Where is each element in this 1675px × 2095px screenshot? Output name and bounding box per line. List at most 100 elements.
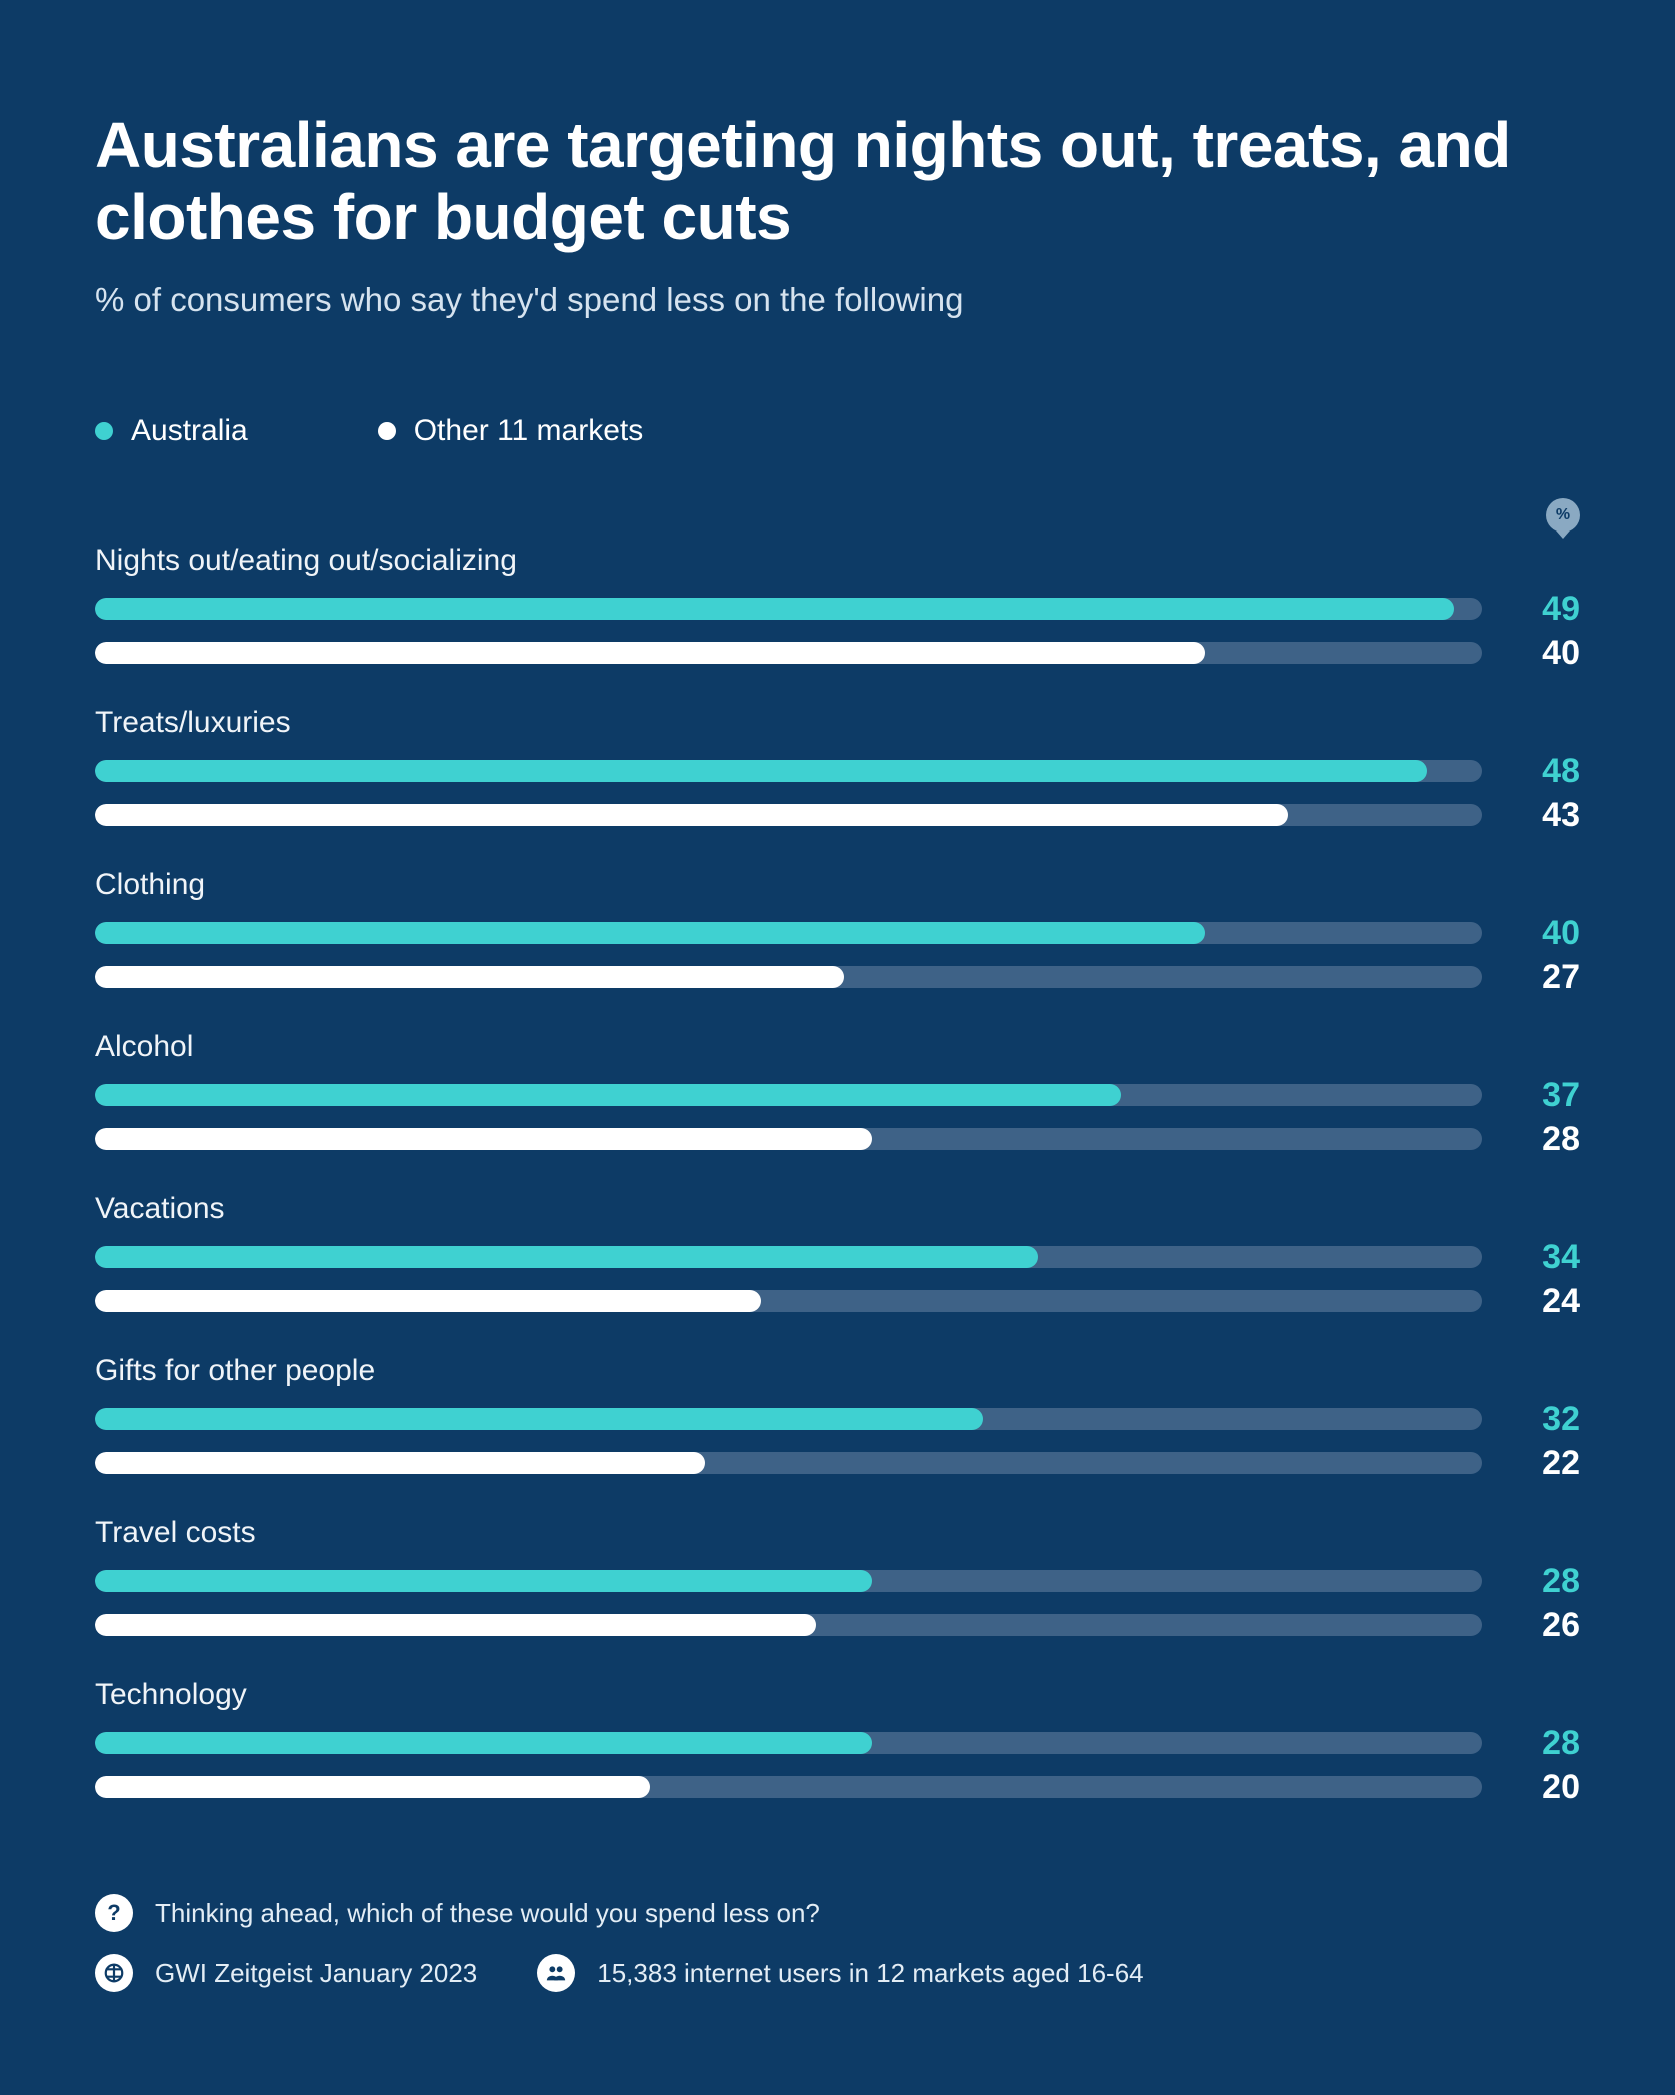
bar-track [95,642,1482,664]
chart-category: Clothing 40 27 [95,868,1580,994]
bar-fill-australia [95,760,1427,782]
legend: Australia Other 11 markets [95,414,1580,448]
bar-row-other-markets: 20 [95,1770,1580,1804]
bar-row-australia: 28 [95,1726,1580,1760]
bar-fill-australia [95,1570,872,1592]
category-label: Gifts for other people [95,1354,1580,1388]
bar-track [95,804,1482,826]
chart-category: Gifts for other people 32 22 [95,1354,1580,1480]
category-label: Alcohol [95,1030,1580,1064]
bar-fill-other-markets [95,1614,816,1636]
bar-fill-other-markets [95,1128,872,1150]
bar-value-other-markets: 22 [1510,1446,1580,1480]
footer: ? Thinking ahead, which of these would y… [95,1894,1580,1992]
percent-marker-row: % [95,498,1580,538]
bar-row-australia: 32 [95,1402,1580,1436]
bar-track [95,1246,1482,1268]
bar-fill-other-markets [95,804,1288,826]
footer-source-text: GWI Zeitgeist January 2023 [155,1958,477,1989]
bar-value-other-markets: 40 [1510,636,1580,670]
category-label: Travel costs [95,1516,1580,1550]
bar-track [95,1776,1482,1798]
bar-row-australia: 28 [95,1564,1580,1598]
bar-track [95,1290,1482,1312]
bar-value-other-markets: 27 [1510,960,1580,994]
bar-value-other-markets: 28 [1510,1122,1580,1156]
category-label: Nights out/eating out/socializing [95,544,1580,578]
bar-value-australia: 40 [1510,916,1580,950]
bar-track [95,966,1482,988]
bar-value-other-markets: 26 [1510,1608,1580,1642]
bar-value-australia: 32 [1510,1402,1580,1436]
bar-row-australia: 49 [95,592,1580,626]
bar-fill-other-markets [95,1290,761,1312]
bar-value-australia: 49 [1510,592,1580,626]
bar-row-other-markets: 26 [95,1608,1580,1642]
legend-dot-australia [95,422,113,440]
category-label: Clothing [95,868,1580,902]
bar-fill-other-markets [95,1776,650,1798]
bar-fill-other-markets [95,642,1205,664]
chart-subtitle: % of consumers who say they'd spend less… [95,281,1580,319]
bar-track [95,1408,1482,1430]
question-icon: ? [95,1894,133,1932]
bar-fill-australia [95,598,1454,620]
bar-fill-australia [95,1732,872,1754]
legend-label-australia: Australia [131,414,248,448]
chart-title: Australians are targeting nights out, tr… [95,110,1580,253]
bar-track [95,1732,1482,1754]
legend-dot-other-markets [378,422,396,440]
bar-row-other-markets: 43 [95,798,1580,832]
bar-track [95,598,1482,620]
footer-source-group: GWI Zeitgeist January 2023 [95,1954,477,1992]
bar-track [95,1084,1482,1106]
bar-row-other-markets: 27 [95,960,1580,994]
bar-track [95,1614,1482,1636]
bar-row-other-markets: 40 [95,636,1580,670]
bar-track [95,760,1482,782]
bar-row-australia: 48 [95,754,1580,788]
bar-row-other-markets: 22 [95,1446,1580,1480]
legend-item-other-markets: Other 11 markets [378,414,644,448]
footer-question-row: ? Thinking ahead, which of these would y… [95,1894,1580,1932]
chart-category: Alcohol 37 28 [95,1030,1580,1156]
bar-value-australia: 28 [1510,1726,1580,1760]
bar-fill-other-markets [95,966,844,988]
footer-sample-text: 15,383 internet users in 12 markets aged… [597,1958,1143,1989]
sample-icon [537,1954,575,1992]
bar-value-australia: 28 [1510,1564,1580,1598]
bar-value-australia: 37 [1510,1078,1580,1112]
chart-category: Treats/luxuries 48 43 [95,706,1580,832]
category-label: Treats/luxuries [95,706,1580,740]
bar-fill-australia [95,1246,1038,1268]
legend-item-australia: Australia [95,414,248,448]
bar-value-other-markets: 20 [1510,1770,1580,1804]
bar-row-other-markets: 24 [95,1284,1580,1318]
bar-value-other-markets: 24 [1510,1284,1580,1318]
chart-category: Vacations3424 [95,1192,1580,1318]
bar-row-australia: 34 [95,1240,1580,1274]
bar-fill-other-markets [95,1452,705,1474]
legend-label-other-markets: Other 11 markets [414,414,644,448]
bar-value-australia: 34 [1510,1240,1580,1274]
percent-icon: % [1546,498,1580,532]
bar-fill-australia [95,922,1205,944]
bar-track [95,1128,1482,1150]
chart-category: Travel costs 28 26 [95,1516,1580,1642]
bar-row-australia: 37 [95,1078,1580,1112]
source-icon [95,1954,133,1992]
bar-row-australia: 40 [95,916,1580,950]
chart-category: Technology 28 20 [95,1678,1580,1804]
bar-value-other-markets: 43 [1510,798,1580,832]
bar-track [95,1570,1482,1592]
bar-track [95,1452,1482,1474]
bar-track [95,922,1482,944]
footer-sample-group: 15,383 internet users in 12 markets aged… [537,1954,1143,1992]
footer-source-row: GWI Zeitgeist January 2023 15,383 intern… [95,1954,1580,1992]
bar-value-australia: 48 [1510,754,1580,788]
footer-question-text: Thinking ahead, which of these would you… [155,1898,820,1929]
category-label: Technology [95,1678,1580,1712]
chart-area: Nights out/eating out/socializing 49 40 Tre… [95,544,1580,1804]
bar-fill-australia [95,1084,1121,1106]
bar-row-other-markets: 28 [95,1122,1580,1156]
